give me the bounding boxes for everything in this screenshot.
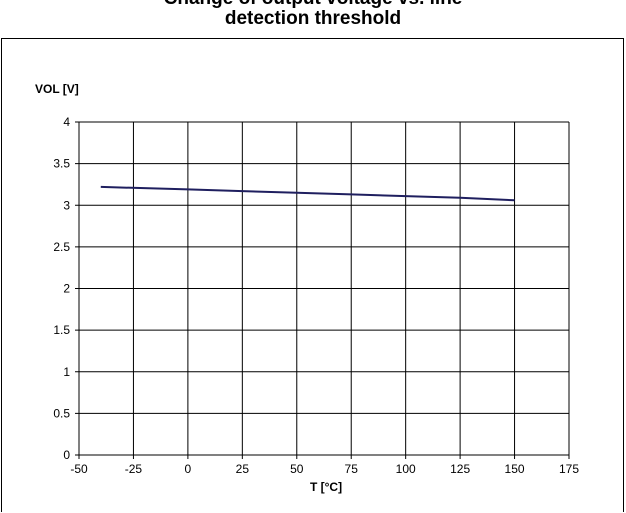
x-tick-label: -25 [125, 462, 143, 476]
x-tick-label: 75 [345, 462, 359, 476]
y-tick-label: 2.5 [53, 240, 70, 254]
y-axis-title: VOL [V] [35, 82, 79, 96]
y-tick-label: 0.5 [53, 406, 70, 420]
y-tick-label: 4 [63, 115, 70, 129]
axis-ticks [75, 121, 570, 459]
x-tick-label: 125 [450, 462, 470, 476]
x-tick-label: 25 [236, 462, 250, 476]
tick-labels: -50 -25 0 25 50 75 100 125 150 175 0 0.5 1 1.5 2 2.5 3 3.… [53, 115, 579, 476]
y-tick-label: 3 [63, 198, 70, 212]
line-chart: -50 -25 0 25 50 75 100 125 150 175 0 0.5 1 1.5 2 2.5 3 3.… [35, 82, 579, 494]
x-tick-label: 175 [559, 462, 579, 476]
chart-frame: -50 -25 0 25 50 75 100 125 150 175 0 0.5 1 1.5 2 2.5 3 3.… [1, 38, 624, 512]
series-line [100, 185, 515, 202]
series-lines [100, 185, 515, 202]
chart-title-line-1: Change of output voltage vs. line [0, 0, 626, 10]
y-tick-label: 1.5 [53, 323, 70, 337]
y-tick-label: 2 [63, 282, 70, 296]
x-tick-label: 150 [505, 462, 525, 476]
x-axis-title: T [°C] [310, 480, 342, 494]
x-tick-label: 100 [396, 462, 416, 476]
chart-title-line-2: detection threshold [224, 8, 402, 29]
grid-lines [78, 121, 570, 456]
y-tick-label: 3.5 [53, 157, 70, 171]
x-tick-label: 50 [290, 462, 304, 476]
y-tick-label: 0 [63, 448, 70, 462]
x-tick-label: -50 [70, 462, 88, 476]
x-tick-label: 0 [185, 462, 192, 476]
y-tick-label: 1 [63, 365, 70, 379]
